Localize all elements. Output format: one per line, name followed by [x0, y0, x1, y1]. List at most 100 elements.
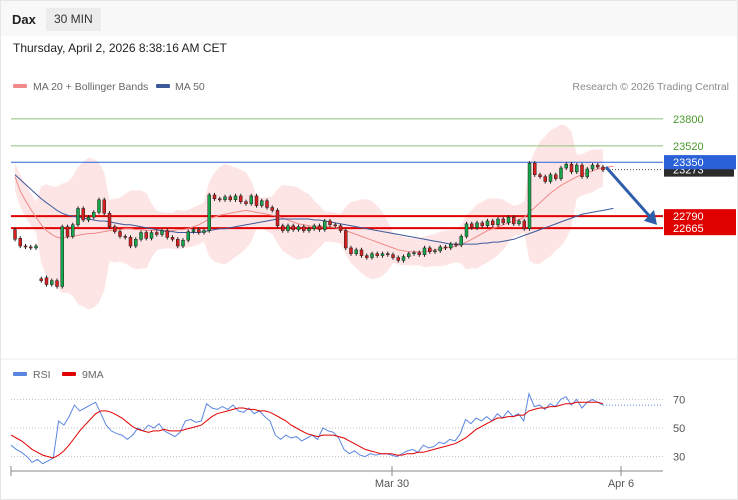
candle: [396, 255, 400, 263]
candle: [496, 216, 500, 227]
candle: [464, 221, 469, 239]
candle: [97, 197, 101, 215]
ma50-line: [14, 174, 614, 245]
candle: [391, 252, 395, 260]
candle: [307, 226, 311, 233]
candle: [86, 214, 91, 223]
time-label: Mar 30: [375, 478, 409, 490]
candle: [102, 197, 106, 216]
level-label-22790: 22790: [673, 211, 704, 223]
candle: [590, 162, 595, 172]
candle: [139, 230, 143, 242]
candle: [370, 251, 374, 260]
candle: [265, 198, 269, 210]
candle: [417, 250, 421, 257]
candle: [454, 241, 458, 248]
ma9-legend-label: 9MA: [82, 369, 104, 381]
candle: [296, 224, 301, 232]
level-tag-22790: [664, 209, 736, 224]
candle: [212, 192, 217, 201]
candle: [254, 193, 259, 208]
candle: [538, 172, 542, 179]
candle: [144, 230, 148, 241]
candle: [428, 245, 432, 254]
candle: [554, 172, 558, 181]
rsi-line: [10, 391, 604, 465]
pivot-tag-front: [664, 155, 736, 170]
candle: [569, 162, 574, 174]
candle: [585, 166, 589, 179]
candle: [165, 228, 169, 240]
instrument-title: Dax: [12, 12, 36, 27]
candle: [107, 211, 112, 229]
candle: [517, 218, 521, 226]
candle: [349, 245, 353, 256]
candle: [81, 206, 85, 223]
candle: [23, 243, 28, 250]
ma9-legend-swatch: [62, 372, 76, 376]
candle: [170, 235, 175, 242]
candle: [344, 228, 348, 251]
candle: [328, 218, 332, 227]
forecast-arrow-head: [644, 209, 657, 225]
candle: [548, 172, 553, 184]
candle: [134, 237, 138, 249]
candle: [543, 174, 547, 184]
candle: [176, 237, 180, 249]
time-axis-labels: Mar 30 Apr 6: [10, 466, 634, 490]
level-label-23520: 23520: [673, 141, 704, 153]
candle: [207, 192, 211, 233]
candle: [323, 218, 327, 232]
candle: [312, 223, 316, 231]
candle: [449, 241, 453, 251]
candle: [34, 243, 38, 251]
candle: [412, 250, 416, 256]
candle: [18, 236, 22, 249]
interval-button[interactable]: 30 MIN: [46, 8, 101, 31]
candle: [149, 230, 154, 241]
candle: [317, 223, 322, 232]
ma50-legend-label: MA 50: [175, 81, 205, 93]
level-tag-22665: [664, 221, 736, 236]
forecast-arrow-shaft: [604, 166, 653, 219]
candle: [249, 193, 253, 206]
candle: [422, 245, 427, 257]
candle: [260, 198, 264, 208]
candle: [76, 206, 80, 227]
candle: [480, 220, 484, 228]
rsi-legend-label: RSI: [33, 369, 51, 381]
level-label-23800: 23800: [673, 114, 704, 126]
candle: [443, 244, 448, 251]
candle: [160, 228, 164, 237]
candle: [118, 229, 122, 239]
candle: [291, 223, 295, 232]
candle: [113, 224, 117, 234]
candle: [596, 162, 600, 170]
candle: [55, 278, 59, 289]
rsi-tick-50: 50: [673, 423, 685, 435]
ma20-legend-swatch: [13, 84, 27, 88]
candle: [50, 278, 54, 287]
rsi-legend-swatch: [13, 372, 27, 376]
candle: [128, 235, 133, 249]
ma20-legend-label: MA 20 + Bollinger Bands: [33, 81, 148, 93]
candle: [401, 254, 406, 263]
candle: [365, 253, 369, 260]
candle: [559, 165, 563, 181]
candle: [29, 244, 33, 251]
candle: [239, 193, 243, 204]
candle: [491, 218, 495, 227]
candle: [92, 210, 96, 220]
candle: [244, 199, 248, 206]
candle: [475, 220, 479, 230]
candle: [13, 227, 17, 242]
candle: [181, 238, 185, 249]
candle: [228, 194, 232, 202]
rsi-panel: 70 50 30: [10, 391, 685, 465]
copyright-text: Research © 2026 Trading Central: [572, 81, 729, 93]
candle: [438, 244, 442, 253]
candle: [501, 216, 505, 226]
candle: [575, 162, 579, 174]
candle: [564, 162, 568, 171]
